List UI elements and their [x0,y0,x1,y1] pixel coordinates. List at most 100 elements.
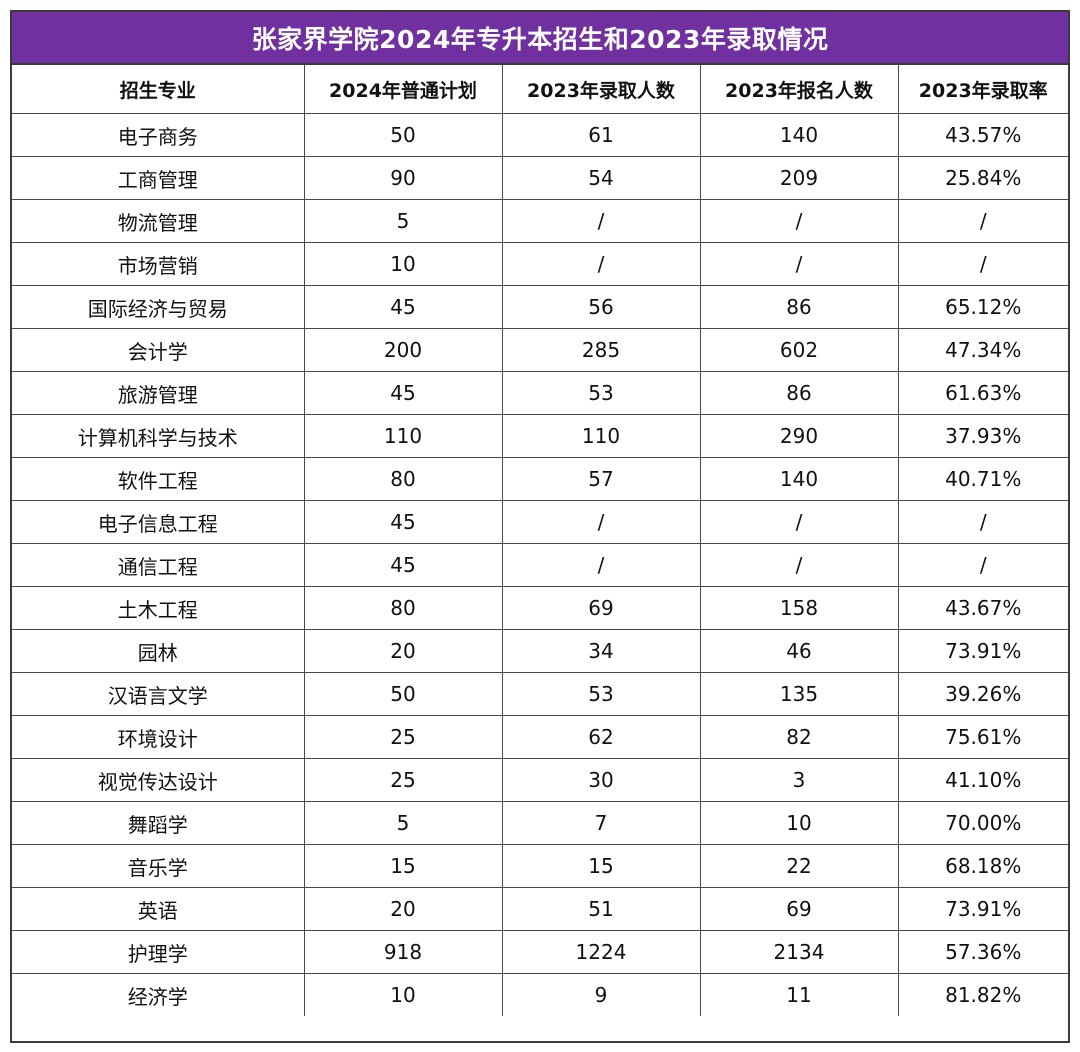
table-row: 物流管理 5// / [12,199,1068,243]
cell-rate-2023: 61.63% [897,371,1068,415]
cell-admitted-2023: / [501,500,701,544]
table-row: 计算机科学与技术 110 110 290 37.93% [12,414,1068,458]
cell-rate-2023: 70.00% [897,801,1068,845]
header-plan-2024: 2024年普通计划 [303,65,503,114]
cell-admitted-2023: 56 [501,285,701,329]
cell-rate-2023: 40.71% [897,457,1068,501]
cell-major: 汉语言文学 [12,672,305,716]
cell-applicants-2023: 69 [699,887,899,931]
admission-table-sheet: 张家界学院2024年专升本招生和2023年录取情况 招生专业 2024年普通计划… [10,10,1070,1043]
cell-admitted-2023: 51 [501,887,701,931]
cell-rate-2023: 43.67% [897,586,1068,630]
cell-plan-2024: 45 [303,285,503,329]
cell-rate-2023: / [897,242,1068,286]
cell-rate-2023: 73.91% [897,629,1068,673]
table-body: 电子商务 50 61 140 43.57% 工商管理 90 54 209 25.84% 物流管理 5/… [12,113,1068,1016]
header-rate-2023: 2023年录取率 [897,65,1068,114]
cell-admitted-2023: 15 [501,844,701,888]
table-row: 舞蹈学 5 7 10 70.00% [12,801,1068,845]
table-row: 会计学 200 285 602 47.34% [12,328,1068,372]
cell-major: 物流管理 [12,199,305,243]
cell-admitted-2023: 9 [501,973,701,1016]
cell-admitted-2023: / [501,242,701,286]
cell-admitted-2023: 61 [501,113,701,157]
cell-plan-2024: 20 [303,629,503,673]
cell-rate-2023: 41.10% [897,758,1068,802]
cell-plan-2024: 10 [303,973,503,1016]
cell-major: 电子信息工程 [12,500,305,544]
table-row: 软件工程 80 57 140 40.71% [12,457,1068,501]
cell-applicants-2023: 3 [699,758,899,802]
cell-applicants-2023: 140 [699,113,899,157]
cell-plan-2024: 20 [303,887,503,931]
cell-applicants-2023: 86 [699,285,899,329]
cell-admitted-2023: / [501,199,701,243]
table-title: 张家界学院2024年专升本招生和2023年录取情况 [12,12,1068,65]
header-major: 招生专业 [12,65,305,114]
cell-applicants-2023: 158 [699,586,899,630]
cell-rate-2023: / [897,543,1068,587]
cell-admitted-2023: 69 [501,586,701,630]
cell-rate-2023: 68.18% [897,844,1068,888]
cell-rate-2023: 75.61% [897,715,1068,759]
cell-applicants-2023: 11 [699,973,899,1016]
cell-plan-2024: 45 [303,371,503,415]
cell-major: 旅游管理 [12,371,305,415]
table-row: 汉语言文学 50 53 135 39.26% [12,672,1068,716]
cell-major: 音乐学 [12,844,305,888]
cell-admitted-2023: 7 [501,801,701,845]
cell-plan-2024: 25 [303,715,503,759]
table-row: 环境设计 25 62 82 75.61% [12,715,1068,759]
cell-applicants-2023: 135 [699,672,899,716]
cell-major: 经济学 [12,973,305,1016]
cell-major: 会计学 [12,328,305,372]
cell-applicants-2023: / [699,199,899,243]
cell-admitted-2023: 1224 [501,930,701,974]
cell-major: 通信工程 [12,543,305,587]
cell-applicants-2023: 22 [699,844,899,888]
cell-major: 土木工程 [12,586,305,630]
cell-admitted-2023: 34 [501,629,701,673]
cell-plan-2024: 45 [303,500,503,544]
table-row: 园林 20 34 46 73.91% [12,629,1068,673]
cell-rate-2023: 65.12% [897,285,1068,329]
cell-rate-2023: 39.26% [897,672,1068,716]
cell-plan-2024: 5 [303,199,503,243]
cell-major: 英语 [12,887,305,931]
cell-major: 电子商务 [12,113,305,157]
cell-applicants-2023: 602 [699,328,899,372]
cell-admitted-2023: 57 [501,457,701,501]
table-row: 市场营销 10// / [12,242,1068,286]
table-row: 护理学 918 1224 2134 57.36% [12,930,1068,974]
table-row: 土木工程 80 69 158 43.67% [12,586,1068,630]
cell-applicants-2023: 82 [699,715,899,759]
table-row: 电子商务 50 61 140 43.57% [12,113,1068,157]
cell-major: 计算机科学与技术 [12,414,305,458]
cell-rate-2023: 73.91% [897,887,1068,931]
cell-applicants-2023: 86 [699,371,899,415]
cell-rate-2023: 37.93% [897,414,1068,458]
cell-rate-2023: / [897,199,1068,243]
cell-rate-2023: 81.82% [897,973,1068,1016]
table-row: 通信工程 45// / [12,543,1068,587]
cell-plan-2024: 200 [303,328,503,372]
cell-plan-2024: 10 [303,242,503,286]
cell-plan-2024: 918 [303,930,503,974]
cell-rate-2023: / [897,500,1068,544]
cell-plan-2024: 80 [303,586,503,630]
cell-applicants-2023: / [699,500,899,544]
header-applicants-2023: 2023年报名人数 [699,65,899,114]
cell-admitted-2023: 53 [501,371,701,415]
cell-applicants-2023: 46 [699,629,899,673]
cell-admitted-2023: 30 [501,758,701,802]
cell-applicants-2023: 290 [699,414,899,458]
cell-plan-2024: 25 [303,758,503,802]
cell-admitted-2023: 62 [501,715,701,759]
cell-rate-2023: 47.34% [897,328,1068,372]
cell-plan-2024: 45 [303,543,503,587]
cell-major: 工商管理 [12,156,305,200]
cell-major: 国际经济与贸易 [12,285,305,329]
table-row: 电子信息工程 45// / [12,500,1068,544]
cell-applicants-2023: / [699,543,899,587]
cell-admitted-2023: 110 [501,414,701,458]
